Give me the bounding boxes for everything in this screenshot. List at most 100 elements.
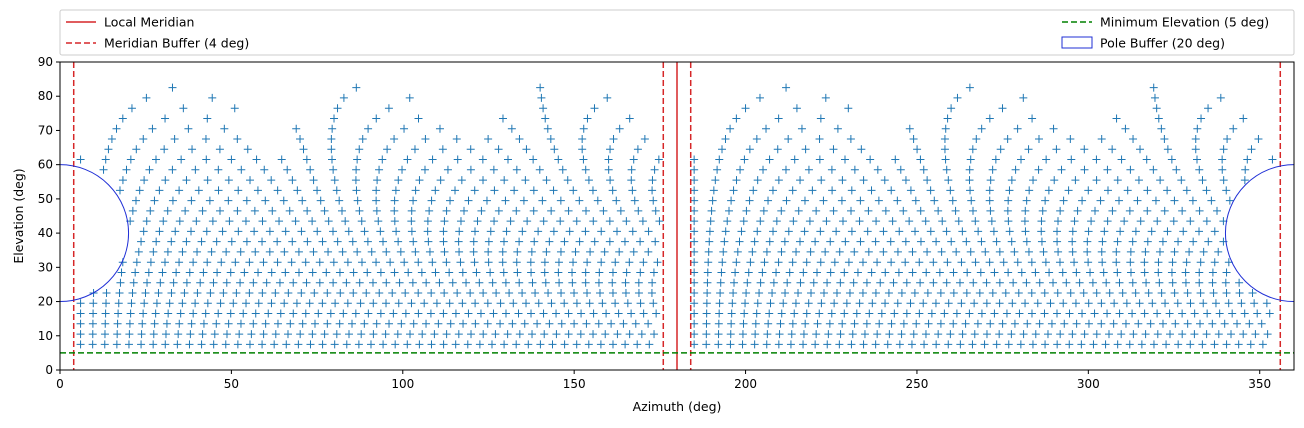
grid-point bbox=[648, 176, 657, 185]
grid-point bbox=[923, 289, 932, 297]
grid-point bbox=[508, 319, 517, 328]
grid-point bbox=[1204, 104, 1213, 113]
grid-point bbox=[1010, 319, 1019, 328]
grid-point bbox=[899, 206, 908, 215]
grid-point bbox=[738, 340, 747, 349]
grid-point bbox=[76, 340, 85, 349]
grid-point bbox=[296, 330, 305, 339]
grid-point bbox=[327, 145, 336, 154]
grid-point bbox=[923, 247, 932, 256]
grid-point bbox=[107, 135, 116, 143]
grid-point bbox=[1092, 330, 1101, 339]
grid-point bbox=[1118, 289, 1127, 297]
grid-point bbox=[383, 145, 392, 154]
grid-point bbox=[856, 196, 865, 205]
x-tick-label: 0 bbox=[56, 377, 64, 391]
grid-point bbox=[1193, 124, 1202, 133]
grid-point bbox=[709, 186, 718, 195]
grid-point bbox=[768, 289, 777, 297]
grid-point bbox=[1008, 299, 1017, 308]
grid-point bbox=[442, 206, 451, 215]
grid-point bbox=[233, 340, 242, 349]
grid-point bbox=[191, 299, 200, 308]
grid-point bbox=[313, 186, 322, 195]
grid-point bbox=[1170, 196, 1179, 205]
grid-point bbox=[337, 206, 346, 215]
grid-point bbox=[451, 309, 460, 318]
grid-point bbox=[182, 237, 191, 246]
grid-point bbox=[1129, 330, 1138, 339]
grid-point bbox=[1235, 289, 1244, 297]
grid-point bbox=[308, 217, 317, 226]
grid-point bbox=[1084, 186, 1093, 195]
grid-point bbox=[1146, 319, 1155, 328]
grid-point bbox=[376, 309, 385, 318]
grid-point bbox=[748, 247, 757, 256]
grid-point bbox=[276, 309, 285, 318]
grid-point bbox=[226, 309, 235, 318]
grid-point bbox=[742, 289, 751, 297]
grid-point bbox=[189, 258, 198, 267]
grid-point bbox=[799, 268, 808, 277]
grid-point bbox=[704, 258, 713, 267]
grid-point bbox=[439, 227, 448, 236]
grid-point bbox=[208, 217, 217, 226]
y-axis-label: Elevation (deg) bbox=[11, 168, 26, 263]
grid-point bbox=[1044, 186, 1053, 195]
grid-point bbox=[292, 299, 301, 308]
grid-point bbox=[827, 165, 836, 174]
grid-point bbox=[181, 206, 190, 215]
grid-point bbox=[156, 278, 165, 287]
grid-point bbox=[581, 278, 590, 287]
grid-point bbox=[636, 268, 645, 277]
y-tick-label: 70 bbox=[38, 123, 53, 137]
grid-point bbox=[122, 165, 131, 174]
grid-point bbox=[824, 330, 833, 339]
grid-point bbox=[801, 145, 810, 154]
grid-point bbox=[1240, 176, 1249, 185]
grid-point bbox=[258, 340, 267, 349]
grid-point bbox=[1149, 340, 1158, 349]
grid-point bbox=[840, 309, 849, 318]
grid-point bbox=[101, 309, 110, 318]
grid-point bbox=[690, 268, 699, 277]
grid-point bbox=[1219, 176, 1228, 185]
grid-point bbox=[249, 319, 258, 328]
grid-point bbox=[254, 268, 263, 277]
grid-point bbox=[363, 268, 372, 277]
grid-point bbox=[835, 247, 844, 256]
grid-point bbox=[1121, 319, 1130, 328]
grid-point bbox=[634, 289, 643, 297]
grid-point bbox=[915, 258, 924, 267]
grid-point bbox=[901, 176, 910, 185]
grid-point bbox=[362, 289, 371, 297]
grid-point bbox=[944, 176, 953, 185]
grid-point bbox=[479, 289, 488, 297]
grid-point bbox=[901, 237, 910, 246]
grid-point bbox=[524, 340, 533, 349]
grid-point bbox=[585, 299, 594, 308]
grid-point bbox=[210, 330, 219, 339]
grid-point bbox=[175, 217, 184, 226]
grid-point bbox=[175, 319, 184, 328]
grid-point bbox=[926, 186, 935, 195]
grid-point bbox=[741, 299, 750, 308]
grid-point bbox=[609, 135, 618, 143]
grid-point bbox=[1028, 340, 1037, 349]
grid-point bbox=[764, 196, 773, 205]
grid-point bbox=[187, 227, 196, 236]
grid-point bbox=[1098, 258, 1107, 267]
grid-point bbox=[976, 268, 985, 277]
grid-point bbox=[281, 227, 290, 236]
grid-point bbox=[1068, 247, 1077, 256]
grid-point bbox=[407, 299, 416, 308]
grid-point bbox=[781, 165, 790, 174]
grid-point bbox=[1153, 217, 1162, 226]
grid-point bbox=[376, 268, 385, 277]
grid-point bbox=[297, 227, 306, 236]
grid-point bbox=[161, 330, 170, 339]
grid-point bbox=[1011, 165, 1020, 174]
grid-point bbox=[1197, 114, 1206, 123]
grid-point bbox=[339, 309, 348, 318]
grid-point bbox=[1191, 145, 1200, 154]
